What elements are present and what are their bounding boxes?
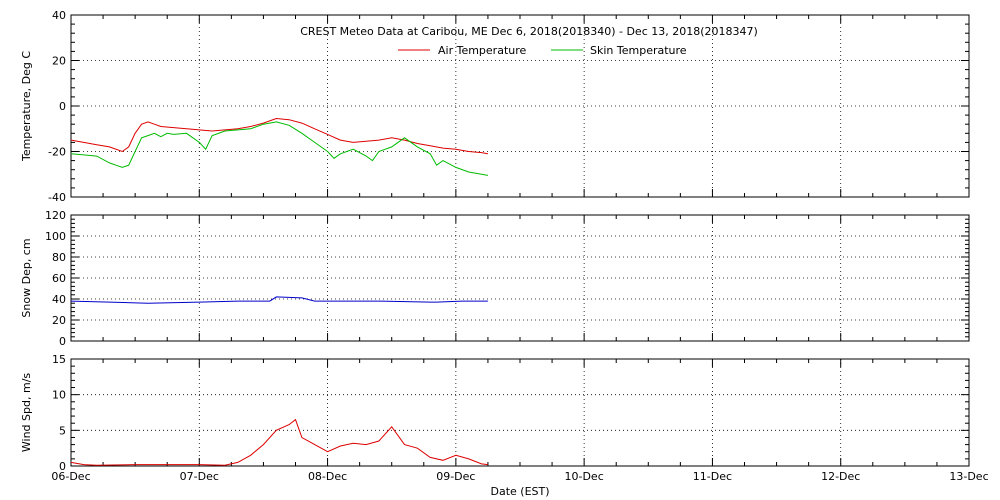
y-axis-label: Wind Spd, m/s: [20, 373, 33, 453]
y-tick-label: 0: [59, 335, 66, 348]
chart-title: CREST Meteo Data at Caribou, ME Dec 6, 2…: [300, 25, 758, 38]
x-tick-label: 06-Dec: [51, 470, 90, 483]
panel-3: 0 5 10 15 Wind Spd, m/s: [20, 353, 970, 473]
x-tick-label: 13-Dec: [949, 470, 988, 483]
y-tick-label: 5: [59, 424, 66, 437]
y-axis-label: Temperature, Deg C: [20, 51, 33, 162]
legend-skin-label: Skin Temperature: [590, 44, 687, 57]
x-axis-label: Date (EST): [490, 485, 549, 498]
legend: Air Temperature Skin Temperature: [398, 44, 687, 57]
plot-frame: [70, 358, 970, 467]
y-tick-label: 60: [52, 272, 66, 285]
y-tick-label: 0: [59, 100, 66, 113]
legend-air-label: Air Temperature: [438, 44, 527, 57]
y-tick-label: 20: [52, 55, 66, 68]
series-line-air-temperature: [70, 117, 488, 155]
series-line-panel2-0: [70, 296, 488, 304]
x-tick-label: 10-Dec: [565, 470, 604, 483]
y-tick-label: 80: [52, 251, 66, 264]
y-tick-label: 10: [52, 389, 66, 402]
y-tick-label: 120: [45, 209, 66, 222]
y-tick-label: 0: [59, 460, 66, 473]
series-line-skin-temperature: [70, 121, 488, 176]
x-tick-label: 11-Dec: [693, 470, 732, 483]
panel-1: -40 -20 0 20 40 Temperature, Deg C: [20, 9, 970, 204]
y-tick-label: 15: [52, 353, 66, 366]
x-tick-label: 07-Dec: [180, 470, 219, 483]
x-tick-label: 08-Dec: [308, 470, 347, 483]
y-tick-label: -20: [48, 146, 66, 159]
y-tick-label: -40: [48, 191, 66, 204]
panel-2: 0 20 40 60 80 100 120 Snow Dep, cm: [20, 209, 970, 348]
y-tick-label: 100: [45, 230, 66, 243]
y-tick-label: 40: [52, 9, 66, 22]
y-tick-label: 40: [52, 293, 66, 306]
y-axis-label: Snow Dep, cm: [20, 238, 33, 317]
series-line-panel3-0: [70, 418, 488, 466]
x-tick-label: 12-Dec: [821, 470, 860, 483]
y-tick-label: 20: [52, 314, 66, 327]
x-tick-label: 09-Dec: [436, 470, 475, 483]
